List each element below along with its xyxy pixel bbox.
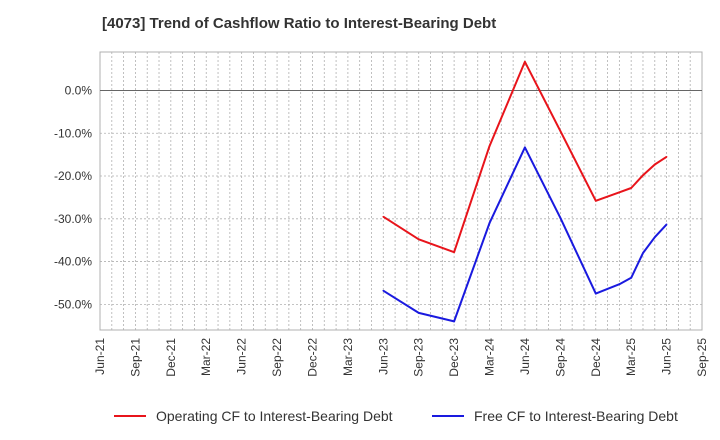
chart-title: [4073] Trend of Cashflow Ratio to Intere…	[102, 15, 497, 32]
x-tick-label: Dec-22	[305, 338, 319, 377]
y-tick-label: -30.0%	[54, 212, 92, 226]
plot-area	[99, 51, 703, 331]
x-tick-label: Mar-23	[341, 338, 355, 376]
data-point-free	[382, 289, 385, 292]
legend-label-free: Free CF to Interest-Bearing Debt	[474, 408, 678, 424]
x-tick-label: Dec-23	[447, 338, 461, 377]
data-point-operating	[618, 191, 621, 194]
x-tick-label: Sep-22	[270, 338, 284, 377]
x-tick-label: Jun-22	[235, 338, 249, 375]
x-tick-label: Jun-25	[660, 338, 674, 375]
data-point-free	[642, 252, 644, 254]
data-point-free	[618, 283, 621, 286]
x-tick-label: Sep-23	[412, 338, 426, 377]
grid-layer	[99, 51, 703, 331]
series-line-operating	[382, 60, 668, 254]
data-point-operating	[594, 200, 597, 202]
data-point-free	[665, 223, 668, 226]
series-line-free	[382, 146, 668, 323]
data-point-free	[559, 217, 562, 219]
y-tick-label: -20.0%	[54, 169, 92, 183]
x-tick-label: Sep-21	[128, 338, 142, 377]
legend-swatch-operating	[114, 415, 146, 417]
legend-swatch-free	[432, 415, 464, 417]
data-point-operating	[665, 155, 668, 158]
axis-layer: 0.0% -10.0% -20.0% -30.0% -40.0% -50.0% Jun-21…	[54, 83, 709, 376]
x-tick-label: Sep-24	[553, 338, 567, 377]
data-point-operating	[642, 174, 644, 176]
legend-item-free: Free CF to Interest-Bearing Debt	[432, 404, 678, 428]
x-tick-label: Jun-23	[376, 338, 390, 375]
series-layer	[382, 60, 668, 323]
x-tick-label: Jun-24	[518, 338, 532, 375]
x-tick-label: Sep-25	[695, 338, 709, 377]
data-point-free	[453, 320, 455, 323]
y-tick-label: -50.0%	[54, 297, 92, 311]
x-tick-label: Dec-24	[589, 338, 603, 377]
x-tick-label: Mar-24	[483, 338, 497, 376]
legend-label-operating: Operating CF to Interest-Bearing Debt	[156, 408, 393, 424]
y-tick-label: -40.0%	[54, 255, 92, 269]
data-point-free	[524, 146, 526, 149]
legend: Operating CF to Interest-Bearing Debt Fr…	[0, 404, 720, 428]
x-tick-label: Dec-21	[164, 338, 178, 377]
data-point-operating	[559, 130, 562, 132]
data-point-free	[630, 277, 632, 279]
x-tick-label: Mar-22	[199, 338, 213, 376]
data-point-operating	[524, 61, 526, 63]
y-tick-label: 0.0%	[65, 83, 93, 97]
data-point-free	[594, 292, 597, 295]
data-point-operating	[382, 215, 385, 218]
x-tick-label: Jun-21	[93, 338, 107, 375]
data-point-free	[417, 312, 420, 314]
data-point-operating	[453, 251, 455, 253]
y-tick-label: -10.0%	[54, 126, 92, 140]
data-point-operating	[630, 187, 632, 189]
data-point-free	[653, 236, 656, 238]
data-point-operating	[653, 163, 656, 166]
data-point-operating	[488, 145, 491, 147]
data-point-free	[488, 222, 491, 224]
legend-item-operating: Operating CF to Interest-Bearing Debt	[114, 404, 393, 428]
data-point-operating	[417, 238, 420, 241]
x-tick-label: Mar-25	[624, 338, 638, 376]
